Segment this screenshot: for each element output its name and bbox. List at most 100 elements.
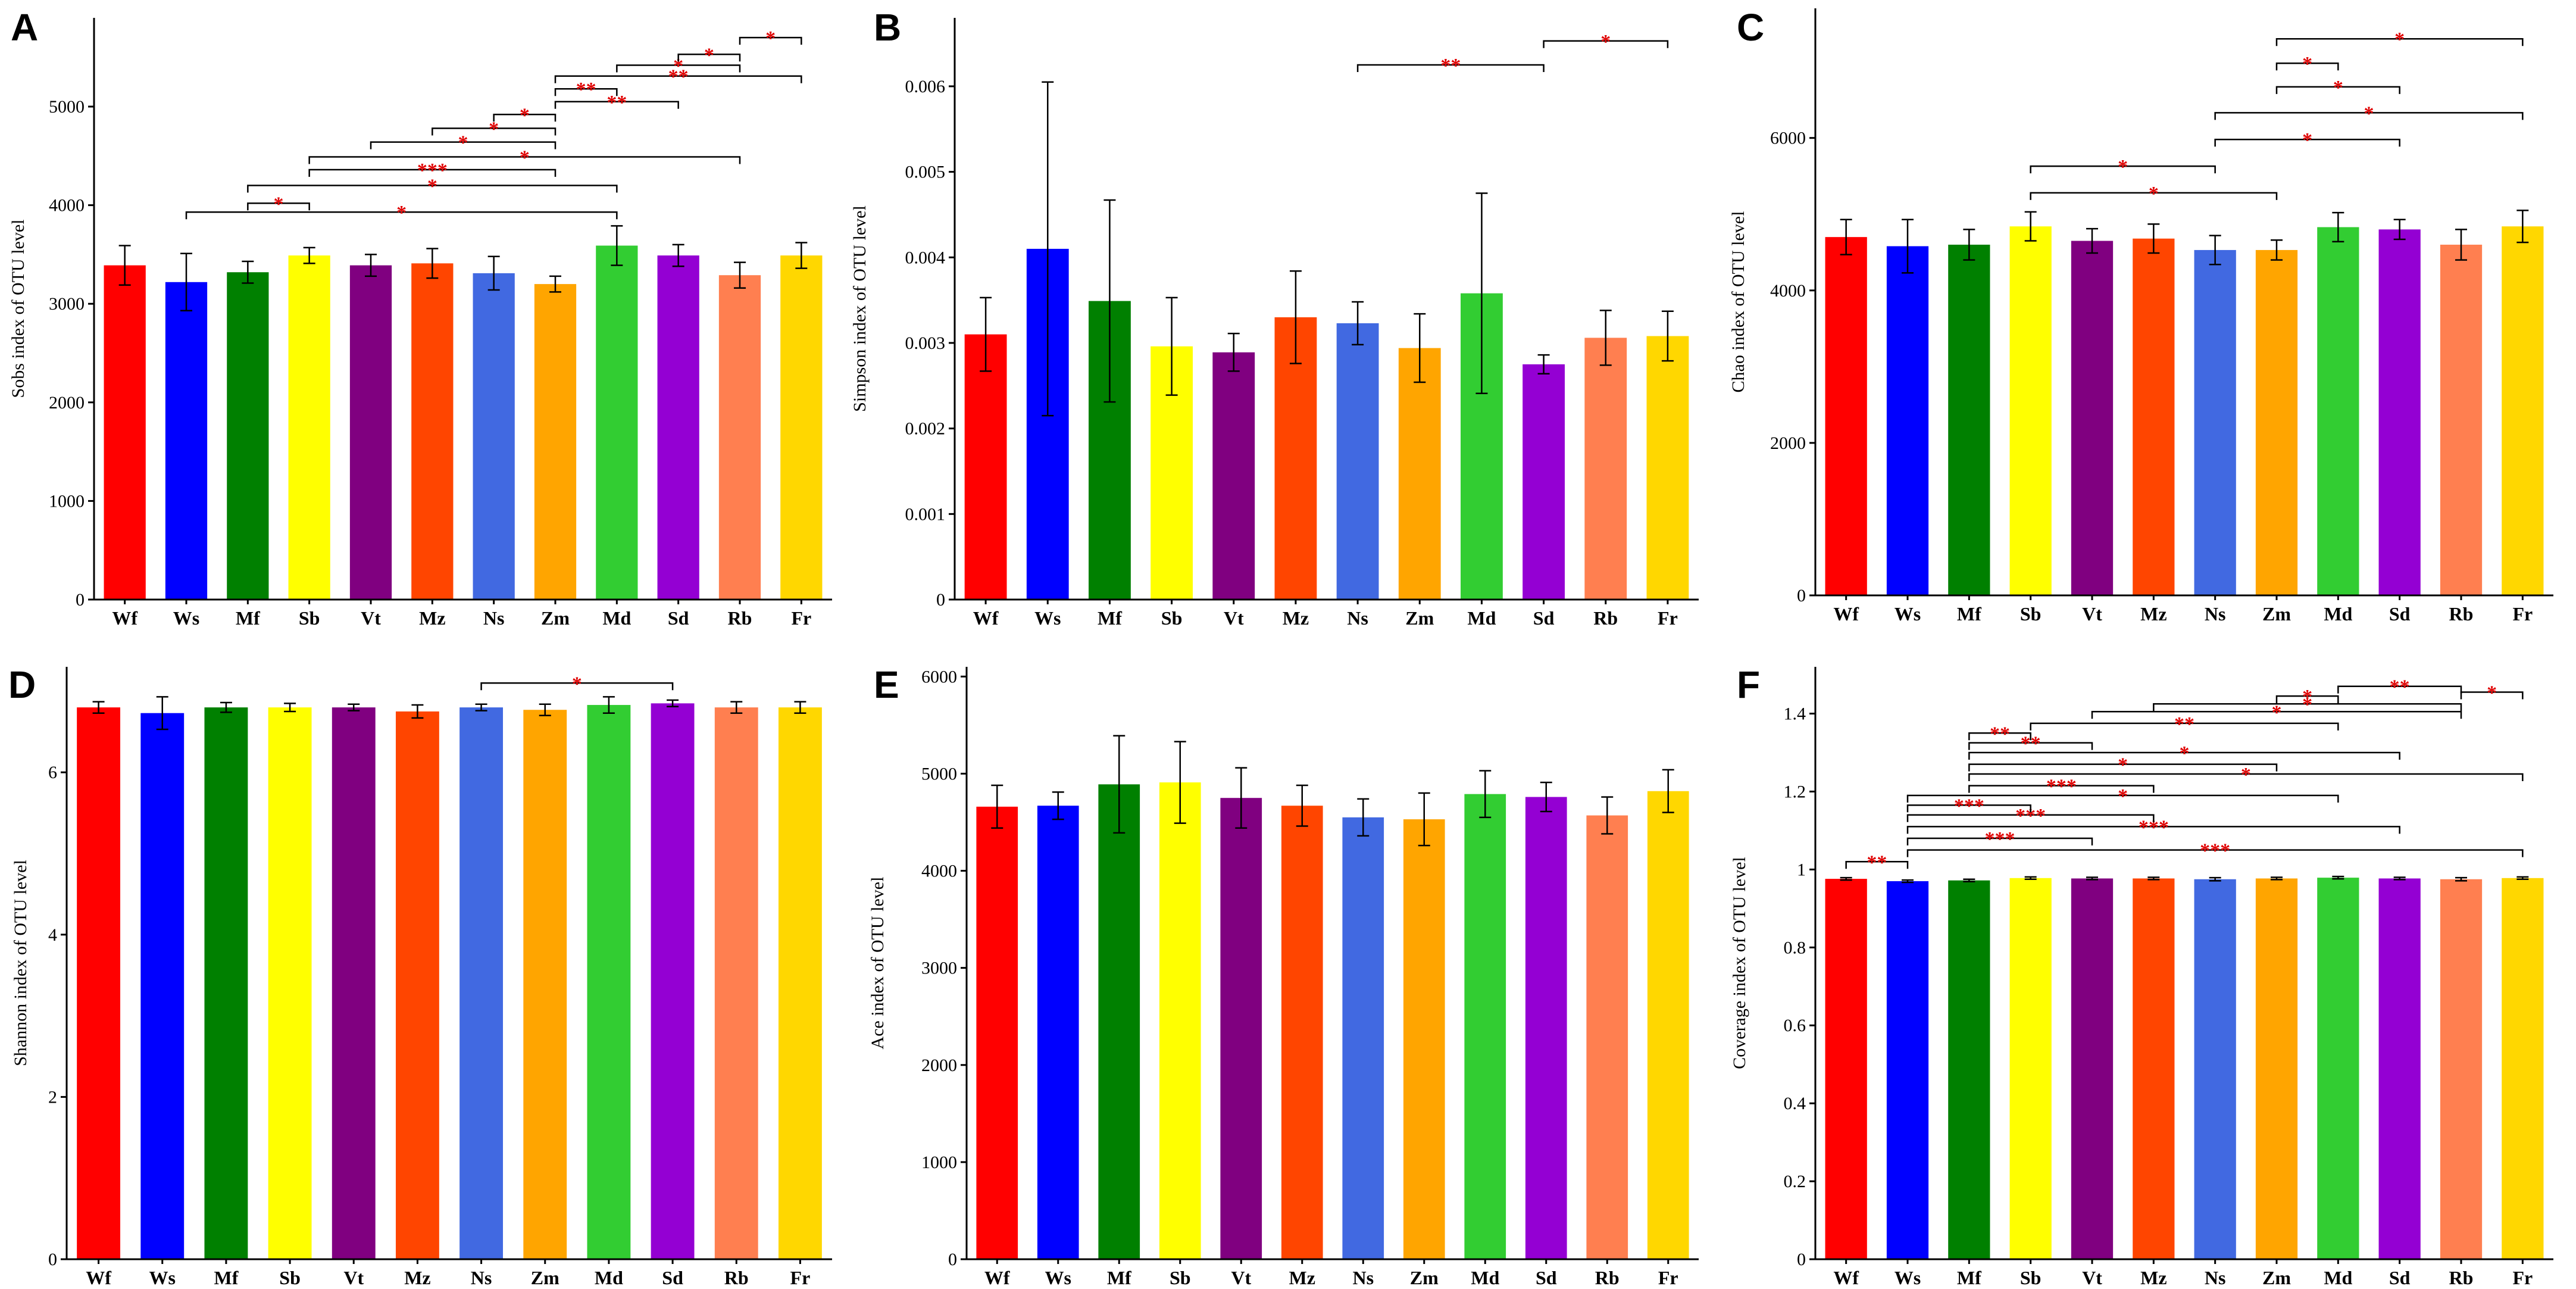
y-tick-label: 0 [76,590,85,610]
x-tick-label: Mf [1957,603,1981,625]
bar-Vt [1220,798,1262,1259]
significance-label: *** [1985,828,2015,850]
x-tick-label: Fr [790,1267,811,1288]
bar-Zm [523,710,567,1259]
significance-label: ** [668,66,689,88]
bar-Mz [2133,238,2175,595]
bar-Vt [332,707,376,1259]
significance-bracket: * [308,146,741,168]
significance-label: * [2394,29,2405,51]
error-bar-Mz [411,704,424,719]
error-bar-Sd [672,244,684,267]
bar-Mz [395,711,439,1259]
x-tick-label: Wf [86,1267,111,1288]
significance-label: ** [1440,55,1461,77]
bar-Sd [1525,797,1567,1259]
significance-bracket: * [677,44,741,66]
bar-Mf [1948,880,1990,1259]
error-bar-Rb [2455,229,2467,261]
significance-bracket: * [1906,785,2339,807]
significance-bracket: * [370,132,557,154]
y-tick-label: 6000 [921,667,957,686]
x-tick-label: Md [2324,603,2352,625]
bar-Fr [1646,336,1689,600]
y-tick-label: 0.002 [905,419,946,439]
y-tick-label: 0.6 [1784,1016,1806,1035]
y-tick-label: 0 [1797,1250,1806,1269]
bar-Mf [204,707,248,1259]
significance-bracket: * [2030,183,2278,205]
error-bar-Zm [1414,313,1426,383]
x-tick-label: Rb [2449,603,2474,625]
bar-Mz [1274,317,1317,600]
bar-Wf [1825,879,1867,1259]
error-bar-Zm [2271,876,2283,881]
x-tick-label: Vt [2082,603,2102,625]
significance-bracket: * [247,176,618,198]
x-tick-label: Vt [1224,607,1244,629]
x-tick-label: Sb [299,607,320,629]
bar-Zm [1403,819,1445,1259]
significance-bracket: *** [1906,805,2155,827]
error-bar-Wf [1840,219,1852,255]
bar-Vt [1212,352,1255,600]
error-bar-Sd [1540,781,1552,813]
y-tick-label: 0.001 [905,504,946,524]
error-bar-Mf [1103,199,1116,403]
x-tick-label: Sd [1536,1267,1557,1288]
error-bar-Md [1479,770,1492,819]
x-tick-label: Ws [1895,603,1921,625]
bar-Ns [1342,817,1384,1259]
error-bar-Mf [242,260,254,284]
y-tick-label: 0 [936,590,945,610]
error-bar-Wf [92,701,105,714]
significance-bracket: * [2214,102,2524,124]
bar-Ns [473,273,515,600]
panel-letter: B [874,6,901,49]
x-tick-label: Ns [471,1267,492,1288]
x-tick-label: Mf [1957,1267,1981,1288]
significance-bracket: *** [1906,795,2031,817]
significance-label: *** [2046,776,2077,798]
significance-bracket: * [2460,682,2524,704]
bar-Sd [657,255,699,600]
error-bar-Md [1475,192,1488,394]
error-bar-Fr [1661,310,1674,362]
bar-Ws [1886,881,1929,1259]
bar-Ws [140,713,185,1259]
bar-Zm [1398,348,1441,600]
significance-label: * [489,118,499,140]
bar-Sb [2009,226,2052,595]
error-bar-Zm [1418,792,1430,847]
significance-label: * [673,55,683,77]
bar-Ws [1037,806,1079,1259]
error-bar-Zm [549,275,561,293]
panel-letter: A [11,6,38,49]
y-tick-label: 0.006 [905,77,946,96]
x-tick-label: Ws [173,607,199,629]
bar-Mz [1281,806,1323,1259]
error-bar-Sd [2393,876,2406,881]
error-bar-Mz [426,248,439,279]
error-bar-Md [611,225,623,266]
x-tick-label: Mf [1107,1267,1131,1288]
significance-bracket: * [2091,701,2462,723]
significance-label: * [274,193,284,215]
bar-Sd [2378,878,2421,1259]
bar-Wf [1825,237,1867,595]
y-tick-label: 2000 [49,393,85,413]
bar-Ns [459,707,504,1259]
significance-bracket: * [480,673,674,695]
significance-label: ** [1867,851,1887,873]
significance-label: * [2302,53,2312,75]
significance-label: *** [2200,840,2230,862]
y-tick-label: 3000 [921,959,957,978]
significance-bracket: *** [1906,840,2524,862]
bar-Rb [2440,879,2483,1259]
error-bar-Sd [2393,219,2406,241]
bar-Wf [976,806,1018,1259]
bar-Vt [349,265,392,600]
significance-label: ** [2174,713,2194,735]
x-tick-label: Mz [1289,1267,1315,1288]
x-tick-label: Sb [279,1267,301,1288]
